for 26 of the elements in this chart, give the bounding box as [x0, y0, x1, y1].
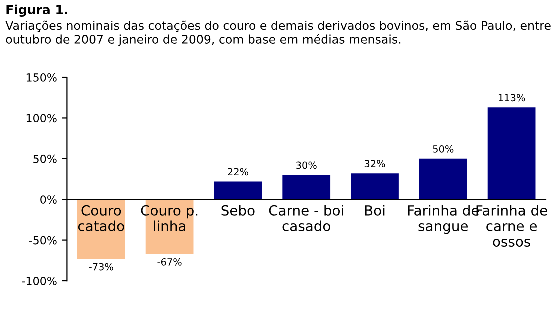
x-tick-label: Couro catado [78, 205, 124, 232]
data-label: 30% [296, 162, 317, 170]
bar [351, 174, 399, 200]
y-tick-label: 0% [40, 196, 57, 204]
data-label: -67% [158, 258, 182, 266]
data-label: -73% [89, 263, 114, 271]
bar [419, 158, 468, 200]
data-label: 113% [498, 94, 526, 102]
x-tick-label: Couro p. linha [141, 205, 198, 232]
chart-subtitle: Variações nominais das cotações do couro e demais derivados bovinos, em São Paulo, entre outubro de 2007 e janeiro de 2009, com base em médias mensais. [6, 20, 551, 46]
y-tick-label: 50% [34, 154, 57, 164]
chart-title: Figura 1. [6, 4, 68, 18]
data-label: 22% [228, 168, 248, 176]
y-tick-label: -50% [29, 236, 57, 245]
data-label: 32% [364, 160, 386, 168]
y-tick-label: 150% [26, 73, 57, 82]
bar [77, 200, 126, 260]
bar [282, 175, 331, 200]
x-tick-label: Sebo [222, 205, 255, 216]
data-label: 50% [433, 146, 454, 153]
bar [488, 108, 536, 200]
x-tick-label: Boi [365, 205, 385, 216]
y-tick-label: -100% [22, 276, 57, 286]
y-tick-label: 100% [26, 114, 57, 123]
x-tick-label: Carne - boi casado [269, 205, 344, 232]
bar [214, 182, 262, 200]
